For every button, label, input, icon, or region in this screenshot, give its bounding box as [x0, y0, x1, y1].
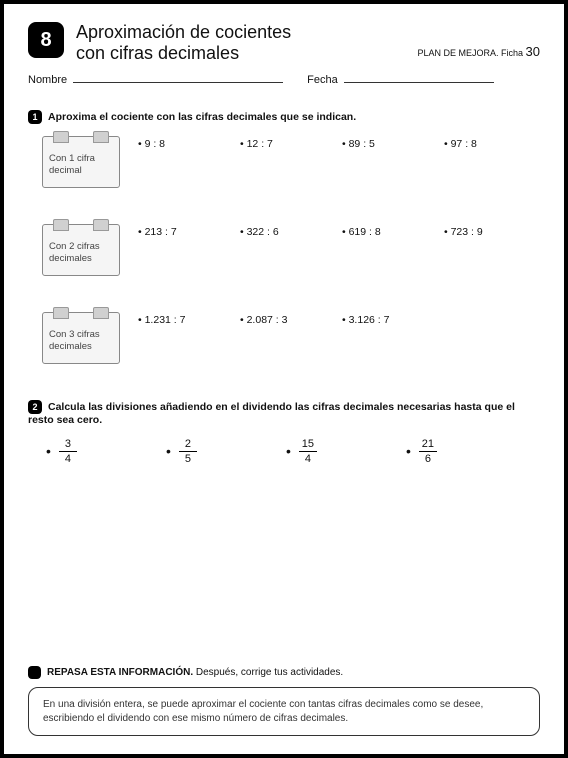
problem: 3.126 : 7	[342, 314, 434, 326]
fecha-input-line[interactable]	[344, 71, 494, 83]
card-2-decimals: Con 2 cifras decimales	[42, 224, 120, 276]
review-badge-icon	[28, 666, 41, 679]
exercise-1-badge: 1	[28, 110, 42, 124]
numerator: 2	[185, 438, 191, 450]
exercise-2-badge: 2	[28, 400, 42, 414]
problem: 322 : 6	[240, 226, 332, 238]
ex1-row-2: Con 2 cifras decimales 213 : 7 322 : 6 6…	[28, 224, 540, 276]
nombre-field: Nombre	[28, 71, 283, 86]
problem: 97 : 8	[444, 138, 536, 150]
denominator: 6	[425, 453, 431, 465]
ex1-row-1-problems: 9 : 8 12 : 7 89 : 5 97 : 8	[138, 136, 540, 150]
numerator: 21	[422, 438, 434, 450]
card-3-decimals: Con 3 cifras decimales	[42, 312, 120, 364]
lesson-number-badge: 8	[28, 22, 64, 58]
ex1-row-3: Con 3 cifras decimales 1.231 : 7 2.087 :…	[28, 312, 540, 364]
plan-number: 30	[526, 44, 540, 59]
nombre-input-line[interactable]	[73, 71, 283, 83]
exercise-2-text: Calcula las divisiones añadiendo en el d…	[28, 400, 515, 425]
plan-label: PLAN DE MEJORA. Ficha 30	[418, 44, 541, 59]
problem: 89 : 5	[342, 138, 434, 150]
fecha-label: Fecha	[307, 74, 338, 86]
bullet-icon: •	[166, 444, 171, 458]
name-date-fields: Nombre Fecha	[28, 71, 540, 86]
bullet-icon: •	[406, 444, 411, 458]
numerator: 15	[302, 438, 314, 450]
exercise-2: 2Calcula las divisiones añadiendo en el …	[28, 400, 540, 465]
review-heading: REPASA ESTA INFORMACIÓN. Después, corrig…	[28, 666, 540, 679]
problem: 9 : 8	[138, 138, 230, 150]
review-heading-rest: Después, corrige tus actividades.	[193, 667, 343, 678]
problem: 213 : 7	[138, 226, 230, 238]
title-block: Aproximación de cocientes con cifras dec…	[76, 22, 406, 63]
fraction-item: • 21 6	[406, 438, 516, 465]
fraction-item: • 3 4	[46, 438, 156, 465]
denominator: 4	[65, 453, 71, 465]
review-info-box: En una división entera, se puede aproxim…	[28, 687, 540, 736]
card-1-decimal: Con 1 cifra decimal	[42, 136, 120, 188]
problem: 723 : 9	[444, 226, 536, 238]
review-section: REPASA ESTA INFORMACIÓN. Después, corrig…	[28, 666, 540, 736]
bullet-icon: •	[286, 444, 291, 458]
problem: 12 : 7	[240, 138, 332, 150]
title-line-2: con cifras decimales	[76, 43, 406, 64]
exercise-1: 1 Aproxima el cociente con las cifras dec…	[28, 110, 540, 363]
nombre-label: Nombre	[28, 74, 67, 86]
review-heading-bold: REPASA ESTA INFORMACIÓN.	[47, 667, 193, 678]
plan-text: PLAN DE MEJORA. Ficha	[418, 48, 526, 58]
bullet-icon: •	[46, 444, 51, 458]
ex1-row-2-problems: 213 : 7 322 : 6 619 : 8 723 : 9	[138, 224, 540, 238]
fractions-row: • 3 4 • 2 5 • 15 4 • 21 6	[46, 438, 540, 465]
title-line-1: Aproximación de cocientes	[76, 22, 406, 43]
denominator: 5	[185, 453, 191, 465]
fraction-item: • 2 5	[166, 438, 276, 465]
exercise-1-text: Aproxima el cociente con las cifras deci…	[48, 111, 356, 123]
ex1-row-3-problems: 1.231 : 7 2.087 : 3 3.126 : 7	[138, 312, 540, 326]
exercise-2-heading: 2Calcula las divisiones añadiendo en el …	[28, 400, 540, 426]
denominator: 4	[305, 453, 311, 465]
problem: 619 : 8	[342, 226, 434, 238]
problem: 1.231 : 7	[138, 314, 230, 326]
exercise-1-heading: 1 Aproxima el cociente con las cifras dec…	[28, 110, 540, 124]
fecha-field: Fecha	[307, 71, 494, 86]
numerator: 3	[65, 438, 71, 450]
header: 8 Aproximación de cocientes con cifras d…	[28, 22, 540, 63]
worksheet-page: 8 Aproximación de cocientes con cifras d…	[4, 4, 564, 483]
fraction-item: • 15 4	[286, 438, 396, 465]
problem: 2.087 : 3	[240, 314, 332, 326]
ex1-row-1: Con 1 cifra decimal 9 : 8 12 : 7 89 : 5 …	[28, 136, 540, 188]
